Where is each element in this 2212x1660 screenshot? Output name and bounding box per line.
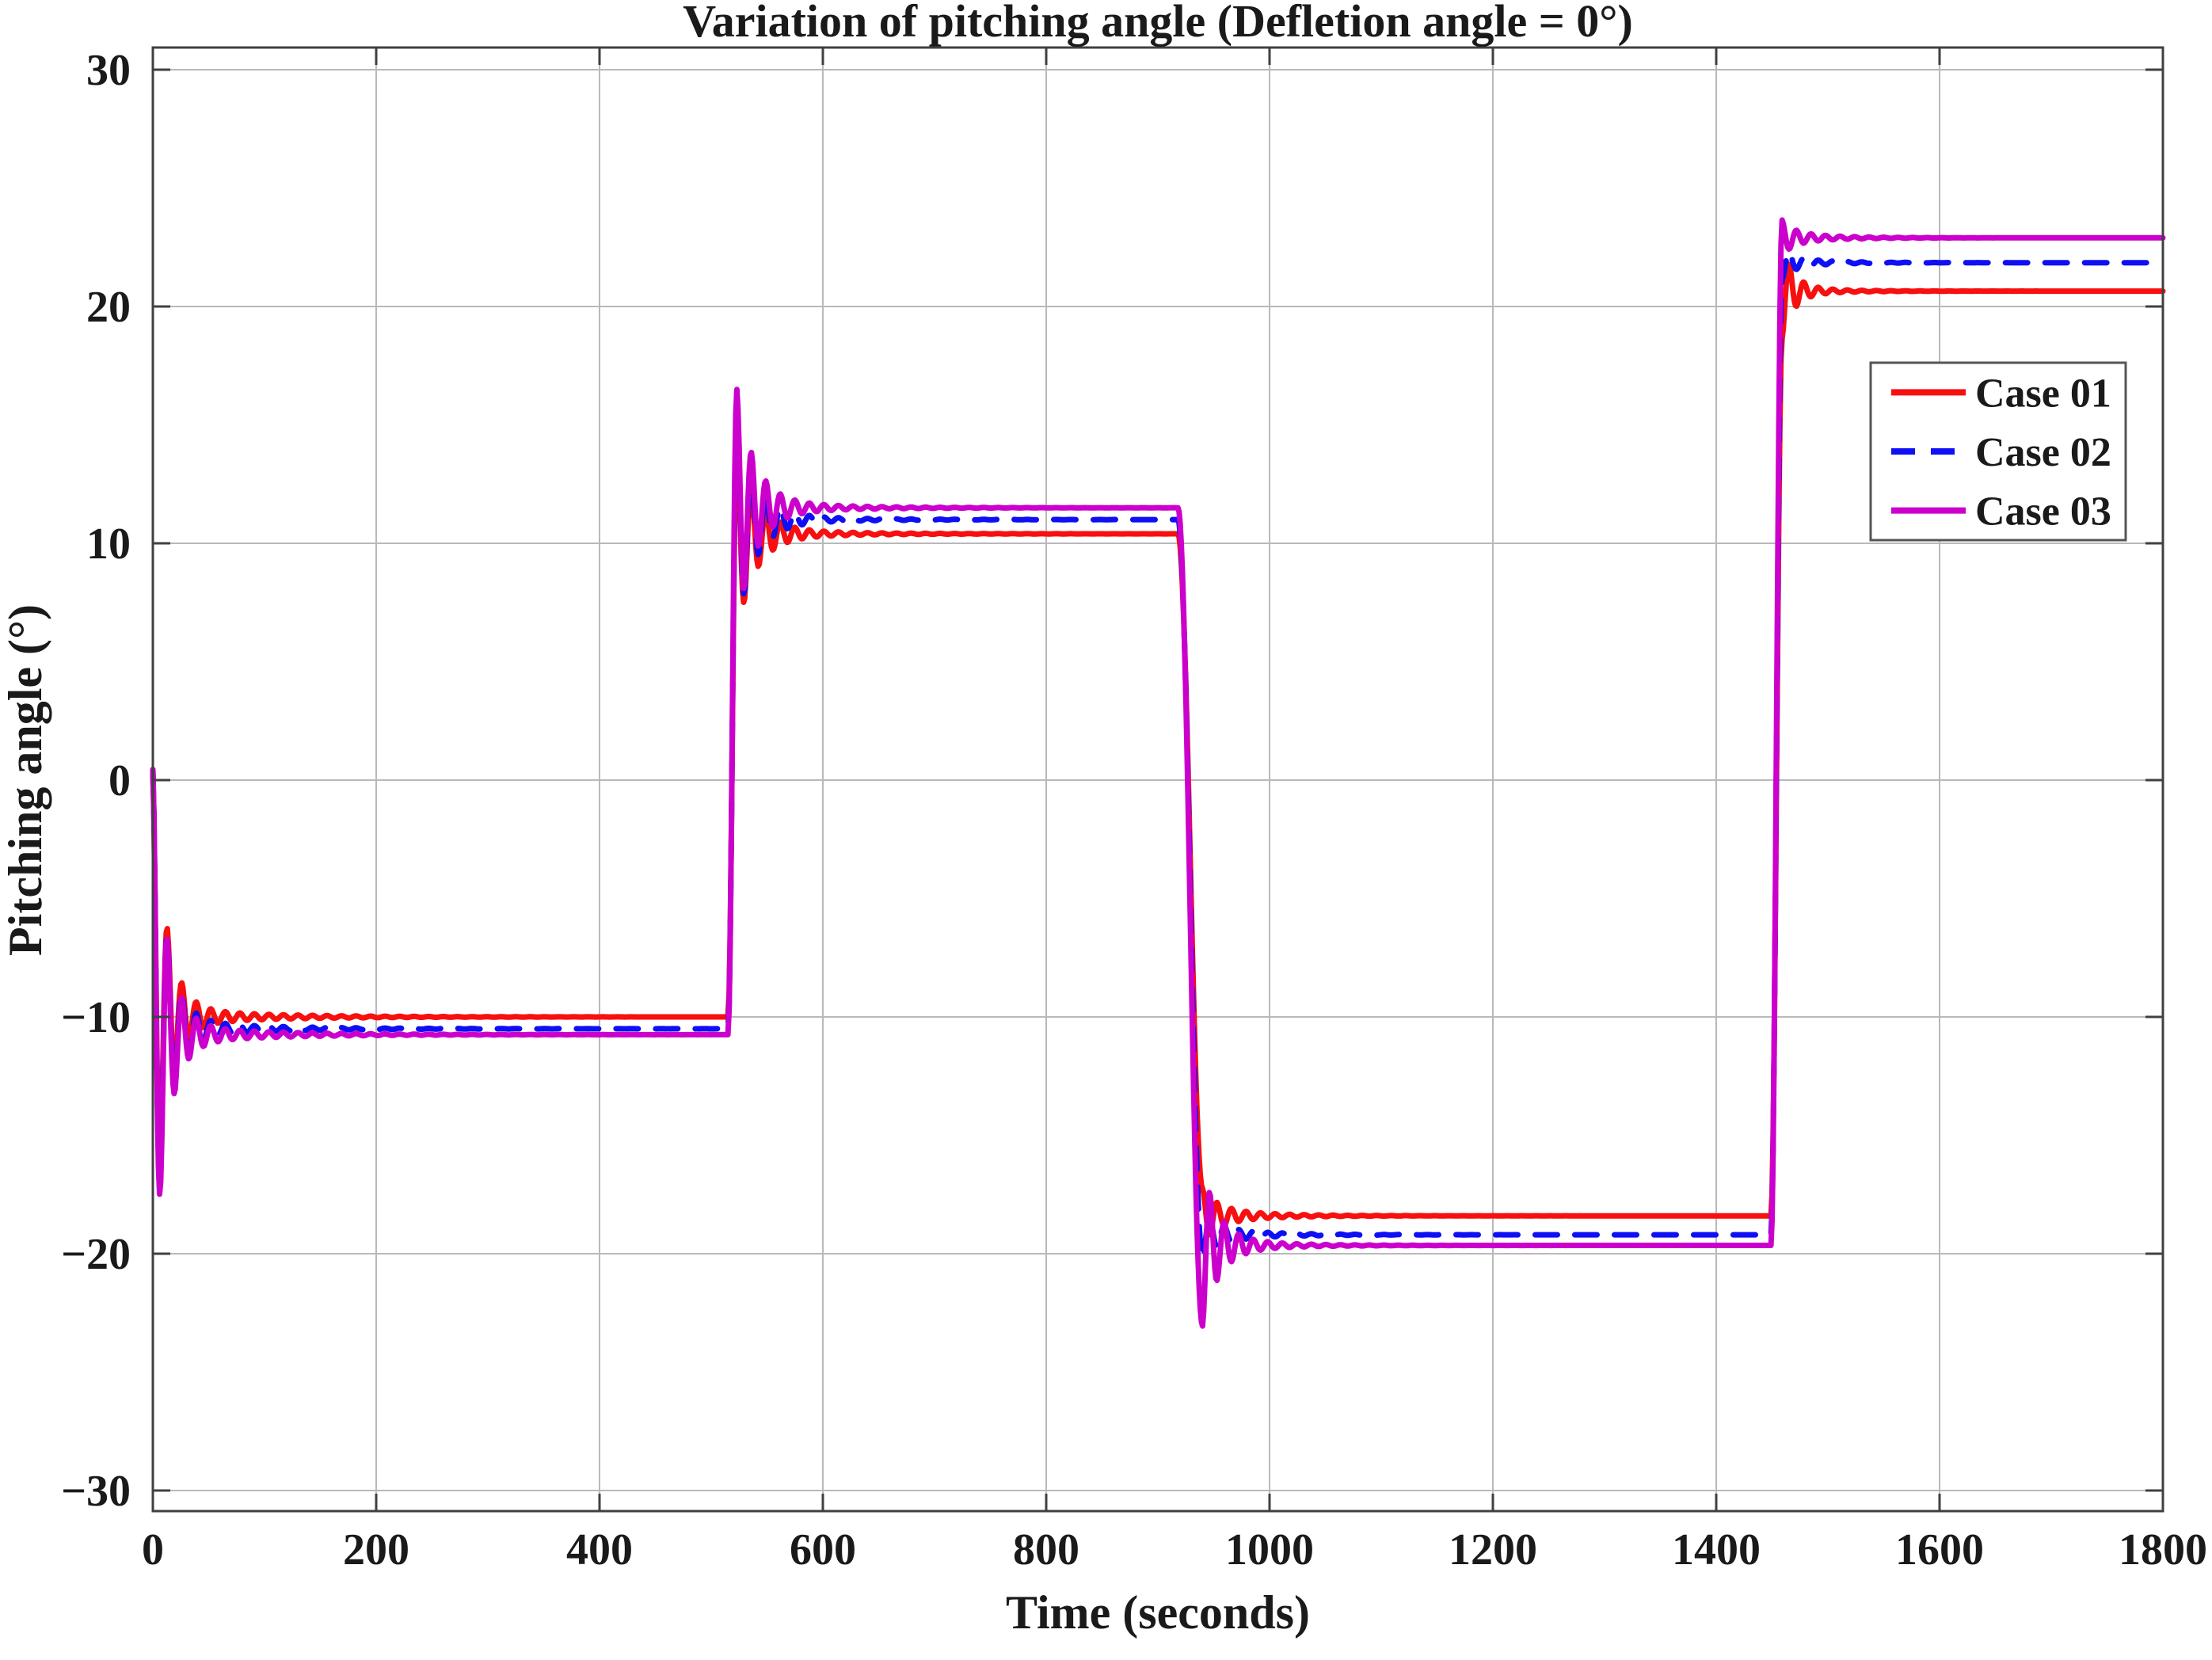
x-tick-label-800: 800 xyxy=(1013,1525,1079,1574)
x-tick-label-600: 600 xyxy=(790,1525,856,1574)
x-tick-label-1000: 1000 xyxy=(1225,1525,1314,1574)
y-tick-labels: 30 20 10 0 −10 −20 −30 xyxy=(61,46,131,1516)
x-axis-label: Time (seconds) xyxy=(1006,1586,1310,1639)
legend-label-case-03: Case 03 xyxy=(1975,489,2111,535)
y-tick-label--10: −10 xyxy=(61,993,131,1042)
y-axis-label: Pitching angle (°) xyxy=(0,604,51,956)
legend-label-case-02: Case 02 xyxy=(1975,430,2111,475)
x-tick-label-400: 400 xyxy=(566,1525,633,1574)
y-tick-label-30: 30 xyxy=(86,46,131,95)
x-tick-label-0: 0 xyxy=(142,1525,164,1574)
x-tick-label-1200: 1200 xyxy=(1449,1525,1537,1574)
x-tick-label-1400: 1400 xyxy=(1672,1525,1761,1574)
legend-label-case-01: Case 01 xyxy=(1975,371,2111,416)
curves xyxy=(150,217,2166,1329)
chart-title: Variation of pitching angle (Defletion a… xyxy=(683,0,1633,47)
y-tick-label-10: 10 xyxy=(86,520,131,569)
x-tick-label-1600: 1600 xyxy=(1895,1525,1984,1574)
curve-case-03 xyxy=(150,217,2166,1329)
y-tick-label--20: −20 xyxy=(61,1230,131,1279)
x-tick-label-200: 200 xyxy=(343,1525,409,1574)
axis-ticks xyxy=(151,48,2164,1511)
curve-case-02 xyxy=(150,249,2166,1262)
y-tick-label-20: 20 xyxy=(86,283,131,332)
grid xyxy=(152,48,2164,1511)
x-tick-labels: 0 200 400 600 800 1000 1200 1400 1600 1800 xyxy=(142,1525,2207,1574)
y-tick-label--30: −30 xyxy=(61,1467,131,1516)
x-tick-label-1800: 1800 xyxy=(2119,1525,2207,1574)
curve-case-01 xyxy=(150,261,2166,1238)
legend: Case 01 Case 02 Case 03 xyxy=(1869,361,2127,542)
y-tick-label-0: 0 xyxy=(109,756,131,805)
